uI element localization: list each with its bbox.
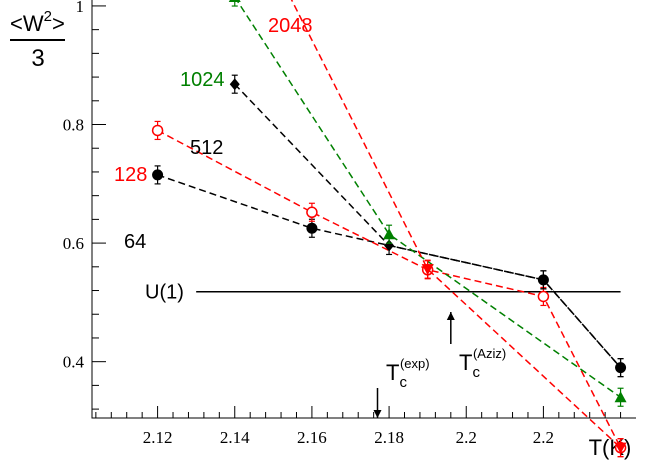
tc-exp-arrowhead [373, 410, 382, 418]
y-tick-label: 0.4 [63, 353, 85, 372]
data-point-64 [152, 169, 164, 181]
data-point-128 [537, 290, 550, 303]
y-axis-label: <W2> [10, 8, 65, 36]
y-axis-label-denominator: 3 [31, 45, 44, 72]
axes: 2.12 2.14 2.16 2.18 2.2 2.20.40.60.81<W2>3T(K… [10, 0, 631, 460]
tc-exp-label: Tc(exp) [386, 356, 430, 391]
data-point-512 [229, 78, 240, 91]
reference-line-label: U(1) [145, 282, 184, 304]
x-tick-label: 2.18 [374, 428, 404, 447]
x-tick-label: 2.16 [297, 428, 327, 447]
data-point-1024 [228, 0, 241, 3]
data-point-512 [384, 239, 395, 252]
x-tick-label: 2.14 [220, 428, 250, 447]
data-point-64 [306, 222, 318, 234]
series-line-2048 [290, 0, 622, 449]
series-label-2048: 2048 [268, 15, 313, 37]
plot-frame [91, 0, 636, 419]
series-label-512: 512 [190, 137, 223, 159]
y-tick-label: 1 [76, 0, 85, 16]
x-tick-label: 2.2 [456, 428, 477, 447]
y-tick-label: 0.6 [63, 234, 84, 253]
x-tick-label: 2.2 [533, 428, 554, 447]
data-point-512 [615, 361, 626, 374]
tc-aziz-arrowhead [446, 312, 455, 320]
series-line-1024 [235, 0, 621, 398]
data-point-2048 [614, 442, 627, 454]
axis-lines [91, 0, 636, 419]
y-tick-label: 0.8 [63, 116, 84, 135]
series-label-128: 128 [114, 164, 147, 186]
series-label-1024: 1024 [180, 69, 225, 91]
annotations: Tc(exp) Tc(Aziz) [373, 312, 506, 418]
data-point-2048 [421, 264, 434, 276]
data-point-1024 [614, 391, 627, 403]
series-line-64 [157, 174, 622, 369]
series: U(1) 64 128 512 1024 2048 [114, 0, 627, 458]
x-tick-label: 2.12 [143, 428, 173, 447]
tc-aziz-label: Tc(Aziz) [459, 346, 506, 381]
data-point-1024 [383, 228, 396, 240]
data-point-512 [538, 273, 549, 286]
data-point-128 [306, 206, 318, 219]
data-point-128 [151, 124, 164, 137]
series-line-512 [234, 83, 622, 369]
series-label-64: 64 [124, 231, 146, 253]
